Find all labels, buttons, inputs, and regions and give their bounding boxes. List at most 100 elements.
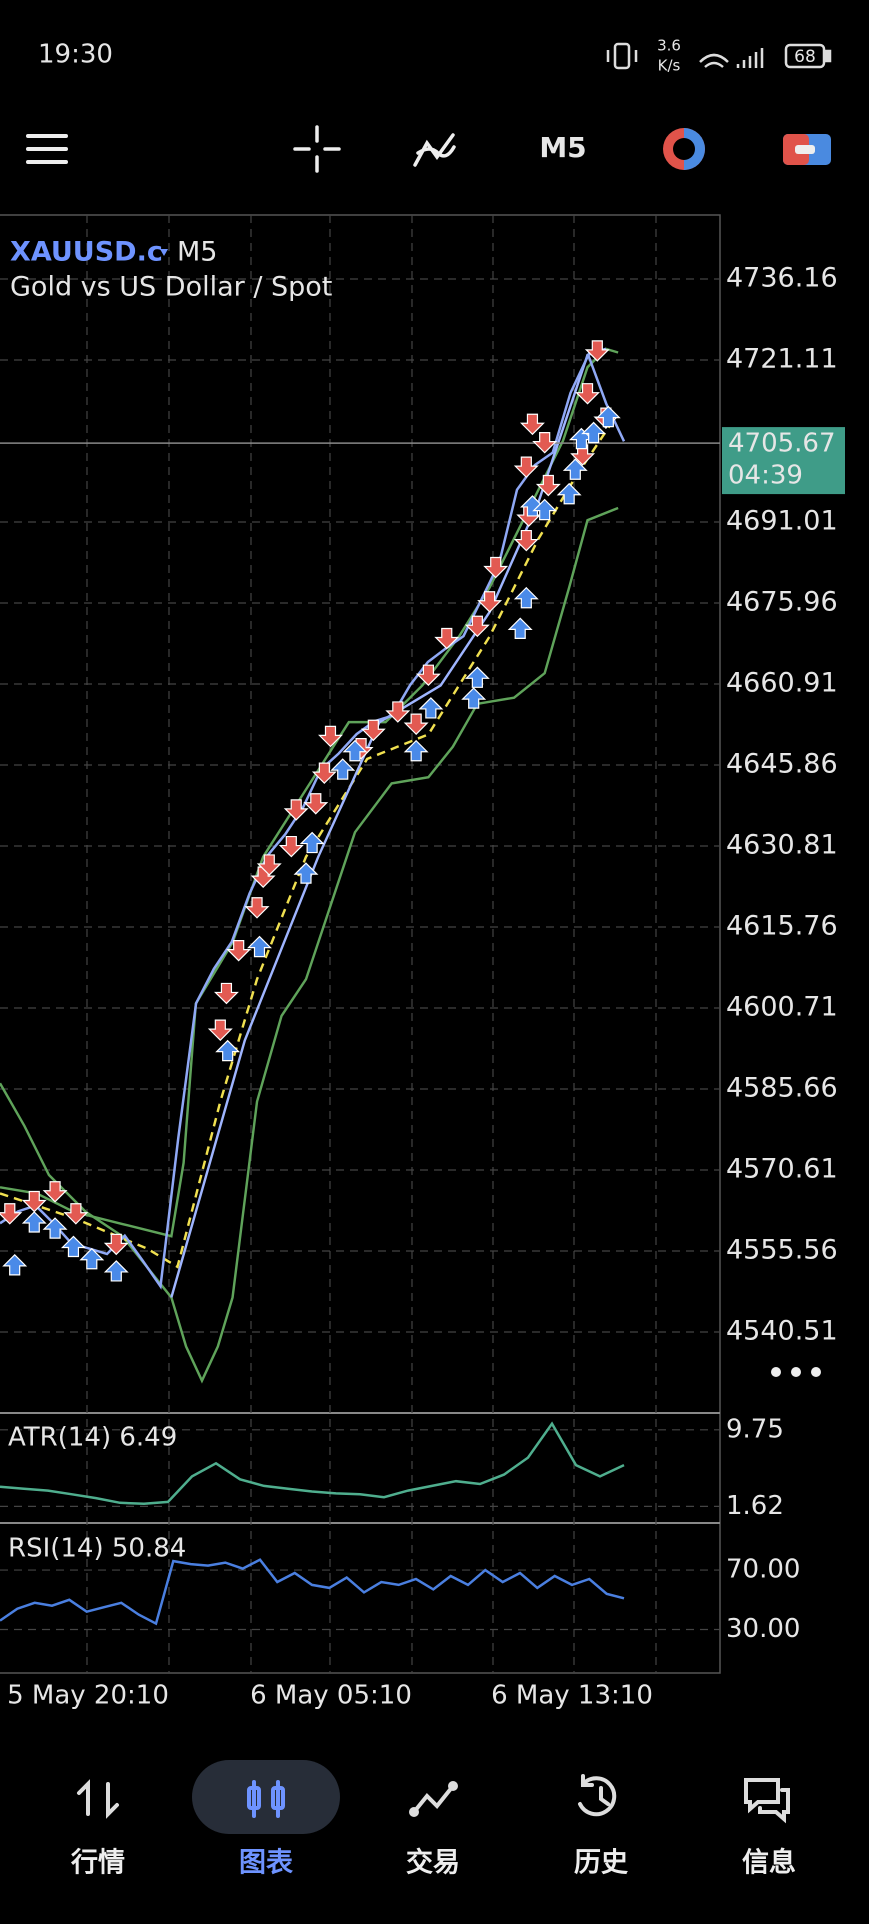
y-tick-label: 4691.01: [726, 505, 838, 536]
chart-timeframe: M5: [177, 237, 217, 268]
sell-marker: [103, 1233, 129, 1256]
y-tick-label: 4540.51: [726, 1315, 838, 1346]
x-label: 5 May 20:10: [7, 1681, 169, 1711]
lower-band: [0, 506, 619, 1384]
sell-marker: [483, 556, 509, 579]
y-tick-label: 4630.81: [726, 829, 838, 860]
nav-label[interactable]: 交易: [406, 1847, 460, 1879]
price-panel: [0, 351, 720, 1626]
nav-label[interactable]: 历史: [574, 1848, 628, 1879]
buy-marker: [330, 758, 356, 780]
y-tick-label: 4721.11: [726, 343, 838, 374]
buy-marker: [464, 666, 490, 688]
bar-countdown: 04:39: [728, 461, 803, 491]
sell-marker: [360, 719, 386, 742]
y-tick-label: 4645.86: [726, 748, 838, 779]
buy-marker: [2, 1253, 28, 1276]
series-line: [0, 1558, 625, 1626]
indicators-button[interactable]: [413, 133, 456, 167]
buy-marker: [461, 687, 487, 709]
sell-marker: [434, 627, 460, 650]
sell-marker: [226, 940, 252, 962]
sell-marker: [256, 854, 282, 876]
y-tick-label: 30.00: [726, 1614, 800, 1644]
account-button[interactable]: [783, 134, 831, 165]
sell-marker: [207, 1019, 233, 1042]
sell-marker: [278, 835, 304, 858]
buy-marker: [21, 1211, 47, 1233]
sell-marker: [21, 1190, 47, 1213]
status-icons: [606, 42, 832, 70]
sell-marker: [415, 664, 441, 687]
trade-markers: [0, 340, 621, 1282]
nav-label[interactable]: 图表: [239, 1848, 293, 1879]
buy-marker: [293, 862, 319, 884]
rsi-title: RSI(14) 50.84: [8, 1534, 186, 1564]
buy-marker: [556, 482, 582, 505]
net-speed: 3.6: [657, 37, 681, 55]
trend-line-blue: [170, 347, 607, 1298]
timeframe-button[interactable]: M5: [539, 131, 586, 164]
y-tick-label: 4736.16: [726, 262, 838, 293]
trade-button[interactable]: [663, 128, 705, 170]
nav-label[interactable]: 信息: [742, 1847, 796, 1879]
y-tick-label: 4585.66: [726, 1072, 838, 1103]
x-label: 6 May 05:10: [250, 1681, 412, 1711]
y-tick-label: 4600.71: [726, 991, 838, 1022]
buy-marker: [532, 498, 558, 521]
overlays: [0, 347, 619, 1384]
sell-marker: [318, 725, 343, 748]
buy-marker: [403, 739, 429, 762]
buy-marker: [103, 1260, 129, 1282]
sell-marker: [283, 799, 309, 821]
symbol[interactable]: XAUUSD.c: [10, 237, 163, 268]
sell-marker: [403, 713, 429, 736]
y-tick-label: 4555.56: [726, 1234, 838, 1265]
bottom-nav: 行情 图表 交易 历史 信息: [70, 1847, 796, 1879]
nav-label[interactable]: 行情: [70, 1847, 125, 1879]
y-tick-label: 4615.76: [726, 910, 838, 941]
current-price-box: [722, 427, 845, 495]
buy-marker: [60, 1235, 86, 1258]
crosshair-button[interactable]: [293, 125, 341, 173]
sell-marker: [213, 982, 239, 1005]
more-button[interactable]: [771, 1367, 821, 1377]
chart-frame: [0, 214, 721, 1674]
sell-marker: [244, 897, 270, 919]
upper-band: [0, 347, 619, 1238]
buy-marker: [507, 617, 533, 639]
trend-line-dashed: [0, 421, 614, 1269]
sell-marker: [535, 474, 561, 497]
atr-title: ATR(14) 6.49: [8, 1423, 177, 1453]
menu-button[interactable]: [26, 134, 68, 164]
sell-marker: [0, 1203, 23, 1225]
sell-marker: [385, 701, 411, 723]
sell-marker: [477, 591, 503, 613]
x-label: 6 May 13:10: [491, 1681, 653, 1711]
price-grid: [0, 278, 720, 1631]
y-tick-label: 70.00: [726, 1555, 800, 1585]
y-tick-label: 4675.96: [726, 586, 838, 617]
sell-marker: [513, 529, 539, 552]
y-tick-label: 1.62: [726, 1491, 784, 1521]
status-time: 19:30: [38, 40, 113, 70]
sell-marker: [584, 340, 610, 362]
sell-marker: [519, 413, 545, 436]
buy-marker: [299, 831, 325, 854]
net-unit: K/s: [658, 57, 681, 75]
buy-marker: [247, 935, 272, 958]
buy-marker: [595, 405, 621, 428]
buy-marker: [513, 586, 539, 609]
symbol-dropdown[interactable]: [160, 249, 168, 256]
vertical-grid: [86, 215, 657, 1673]
sell-marker: [464, 615, 490, 638]
series-line: [0, 351, 626, 1290]
buy-marker: [79, 1247, 105, 1270]
battery-level: 68: [794, 47, 816, 67]
sell-marker: [63, 1203, 89, 1225]
sell-marker: [42, 1181, 68, 1203]
nav-icons: [77, 1774, 790, 1824]
series-line: [0, 1421, 625, 1506]
